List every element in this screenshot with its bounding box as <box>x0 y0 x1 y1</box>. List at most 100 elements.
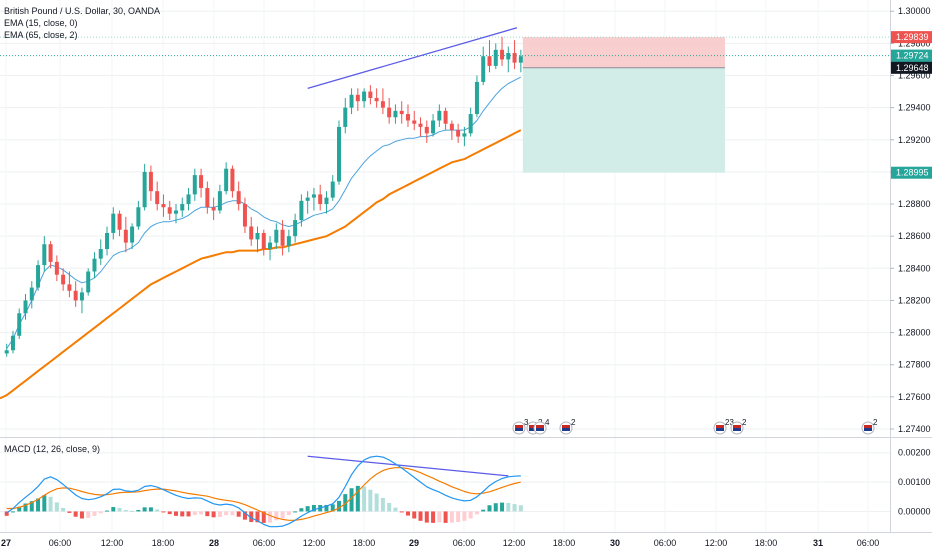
candle-body <box>192 175 197 195</box>
macd-histogram-bar <box>337 500 342 512</box>
ema15-legend[interactable]: EMA (15, close, 0) <box>4 18 78 28</box>
macd-histogram-bar <box>54 502 59 512</box>
price-tick-label: 1.27600 <box>898 392 931 402</box>
macd-histogram-bar <box>205 511 210 517</box>
candle-body <box>387 107 392 118</box>
candle-body <box>130 226 135 243</box>
price-tick-label: 1.29400 <box>898 103 931 113</box>
candle-body <box>311 194 316 198</box>
candle-body <box>217 191 222 211</box>
candle-body <box>73 290 78 301</box>
macd-histogram-bar <box>299 508 304 512</box>
macd-histogram-bar <box>161 511 166 513</box>
candle-body <box>161 204 166 208</box>
macd-histogram-bar <box>481 509 486 512</box>
candle-body <box>456 130 461 137</box>
macd-histogram-bar <box>29 501 34 512</box>
macd-histogram-bar <box>274 511 279 521</box>
event-flag-stripe <box>562 428 570 431</box>
event-flag-stripe <box>529 428 537 431</box>
candle-body <box>468 114 473 134</box>
price-tick-label: 1.28800 <box>898 199 931 209</box>
price-tick-label: 1.29800 <box>898 38 931 48</box>
candle-body <box>286 236 291 246</box>
macd-histogram-bar <box>155 509 160 512</box>
candle-body <box>142 171 147 208</box>
macd-histogram-bar <box>330 504 335 512</box>
event-marker: 3 <box>512 418 529 435</box>
event-flag-stripe <box>864 428 872 431</box>
time-tick-label: 06:00 <box>453 538 476 548</box>
event-marker: 2 <box>861 418 878 435</box>
event-flag-stripe <box>515 425 523 428</box>
ema15-line <box>6 76 522 349</box>
candle-body <box>199 175 204 188</box>
trend-lines[interactable] <box>307 27 518 477</box>
macd-histogram-bar <box>399 511 404 513</box>
candle-body <box>393 110 398 118</box>
macd-histogram-bar <box>380 497 385 512</box>
price-tag-label: 1.28995 <box>896 168 929 178</box>
macd-legend[interactable]: MACD (12, 26, close, 9) <box>4 444 101 454</box>
macd-signal-line <box>6 467 521 521</box>
position-zones[interactable] <box>0 36 890 173</box>
macd-histogram-bar <box>500 502 505 512</box>
time-tick-label: 31 <box>813 538 823 548</box>
candle-body <box>48 244 53 262</box>
price-tag-bg <box>891 61 932 74</box>
candle-body <box>155 191 160 205</box>
ema65-legend[interactable]: EMA (65, close, 2) <box>4 30 78 40</box>
candlesticks <box>4 36 523 357</box>
event-marker: 4 <box>533 418 550 435</box>
candle-body <box>374 98 379 102</box>
event-flag-stripe <box>733 428 741 431</box>
time-tick-label: 30 <box>610 538 620 548</box>
price-tag: 1.29724 <box>891 49 932 62</box>
candle-body <box>337 126 342 182</box>
candle-body <box>167 207 172 214</box>
candle-body <box>61 274 66 285</box>
candle-body <box>180 204 185 211</box>
macd-histogram-bar <box>79 511 84 519</box>
macd-histogram-bar <box>506 502 511 512</box>
candle-body <box>412 120 417 124</box>
time-tick-label: 06:00 <box>857 538 880 548</box>
macd-histogram-bar <box>368 489 373 512</box>
candle-body <box>299 200 304 221</box>
macd-histogram-bar <box>180 511 185 517</box>
macd-histogram-bar <box>343 494 348 512</box>
macd-histogram-bar <box>61 507 66 512</box>
macd-histogram-bar <box>431 511 436 523</box>
candle-body <box>249 226 254 240</box>
time-tick-label: 18:00 <box>553 538 576 548</box>
event-count: 2 <box>571 418 576 427</box>
price-tag-label: 1.29724 <box>896 51 929 61</box>
candle-body <box>318 194 323 205</box>
candle-body <box>242 204 247 227</box>
macd-histogram-bar <box>468 511 473 519</box>
candle-body <box>368 91 373 99</box>
time-tick-label: 28 <box>209 538 219 548</box>
candle-body <box>431 120 436 134</box>
event-count: 2 <box>873 418 878 427</box>
symbol-title[interactable]: British Pound / U.S. Dollar, 30, OANDA <box>4 6 161 16</box>
macd-histogram-bar <box>148 507 153 512</box>
price-tick-label: 1.28400 <box>898 263 931 273</box>
candle-body <box>42 244 47 266</box>
macd-histogram-bar <box>111 507 116 512</box>
event-markers[interactable]: 32422322 <box>512 418 878 435</box>
macd-histogram-bar <box>123 509 128 512</box>
candle-body <box>123 229 128 243</box>
candle-body <box>462 133 467 137</box>
candle-body <box>355 94 360 102</box>
macd-histogram-bar <box>217 511 222 518</box>
macd-histogram-bar <box>167 511 172 515</box>
macd-histogram-bar <box>142 507 147 512</box>
event-flag-stripe <box>529 425 537 428</box>
macd-histogram-bar <box>349 488 354 512</box>
candle-body <box>518 56 523 63</box>
time-tick-label: 12:00 <box>303 538 326 548</box>
candle-body <box>481 56 486 82</box>
